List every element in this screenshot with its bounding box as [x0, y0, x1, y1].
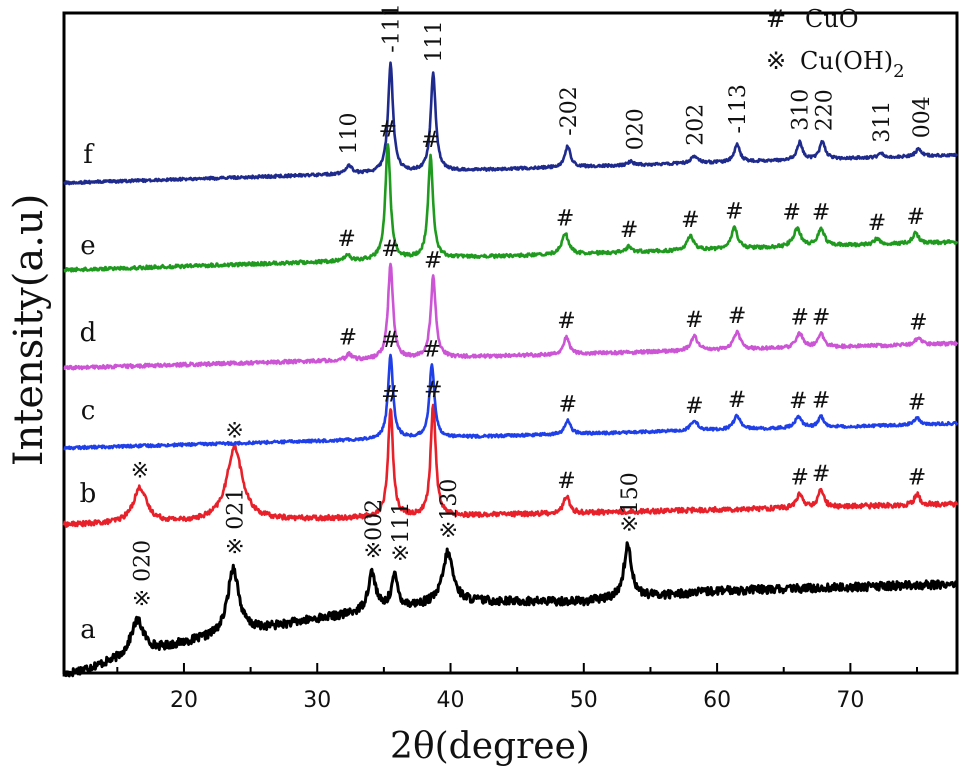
peak-annotation: ※ [225, 418, 243, 443]
x-tick-label: 60 [703, 688, 731, 713]
peak-annotation: 310 [789, 89, 814, 131]
series-d-line [63, 262, 959, 371]
peak-annotation: # [379, 117, 397, 142]
peak-annotation: # [728, 388, 746, 413]
peak-annotation: ※150 [618, 472, 643, 532]
peak-annotation: # [728, 304, 746, 329]
peak-annotation: ※130 [437, 479, 462, 539]
legend-label-cuo: CuO [805, 5, 859, 33]
legend: # CuO ※ Cu(OH)2 [766, 5, 905, 82]
series-e-line [63, 143, 959, 273]
x-axis-ticks: 20 30 40 50 60 70 [116, 663, 919, 713]
series-b-line [62, 403, 959, 528]
peak-annotation: # [424, 378, 442, 403]
x-axis-title: 2θ(degree) [390, 726, 590, 767]
peak-annotation: ※002 [362, 499, 387, 559]
peak-annotation: # [620, 218, 638, 243]
peak-annotation: # [685, 394, 703, 419]
peak-annotation: ※ [131, 459, 149, 484]
peak-annotation: # [908, 466, 926, 491]
curve-label-c: c [81, 396, 96, 426]
peak-annotation: # [790, 305, 808, 330]
curve-label-b: b [80, 479, 97, 509]
peak-annotation: # [381, 237, 399, 262]
peak-annotation: # [789, 389, 807, 414]
peak-annotation: # [790, 466, 808, 491]
peak-annotation: 110 [337, 113, 362, 155]
legend-symbol-cuo: # [766, 5, 786, 33]
peak-annotation: # [424, 248, 442, 273]
peak-annotation: # [812, 389, 830, 414]
annotation-layer: ※ 020※ 021 ※002 ※111 ※130 ※150※※# ## # # ## ## # # #… [130, 3, 935, 607]
peak-annotation: # [908, 390, 926, 415]
peak-annotation: # [812, 305, 830, 330]
y-axis-title: Intensity(a.u) [6, 194, 52, 467]
legend-label-cuoh2-base: Cu(OH) [800, 47, 893, 75]
curve-label-layer: a b c d e f [80, 140, 97, 645]
peak-annotation: # [685, 308, 703, 333]
peak-annotation: # [557, 309, 575, 334]
peak-annotation: 220 [813, 89, 838, 131]
curve-label-d: d [80, 318, 97, 348]
peak-annotation: -113 [726, 84, 751, 133]
peak-annotation: # [421, 128, 439, 153]
x-tick-label: 20 [170, 688, 198, 713]
peak-annotation: 202 [683, 104, 708, 146]
peak-annotation: # [812, 462, 830, 487]
series-layer [62, 61, 959, 678]
x-tick-label: 30 [303, 688, 331, 713]
peak-annotation: # [557, 469, 575, 494]
peak-annotation: 020 [624, 108, 649, 150]
peak-annotation: -202 [557, 86, 582, 135]
series-f-line [63, 61, 959, 186]
peak-annotation: ※111 [389, 502, 414, 562]
x-tick-label: 70 [836, 688, 864, 713]
peak-annotation: # [556, 207, 574, 232]
peak-annotation: 004 [910, 96, 935, 138]
peak-annotation: # [423, 337, 441, 362]
peak-annotation: # [906, 205, 924, 230]
peak-annotation: 111 [422, 21, 447, 63]
peak-annotation: # [725, 200, 743, 225]
peak-annotation: # [381, 382, 399, 407]
peak-annotation: # [339, 325, 357, 350]
peak-annotation: # [381, 328, 399, 353]
x-tick-label: 40 [437, 688, 465, 713]
peak-annotation: # [559, 392, 577, 417]
series-a-line [62, 541, 959, 678]
peak-annotation: ※ 020 [130, 540, 155, 607]
peak-annotation: ※ 021 [224, 488, 249, 555]
peak-annotation: # [337, 227, 355, 252]
curve-label-f: f [83, 140, 95, 170]
curve-label-e: e [80, 231, 95, 261]
peak-annotation: # [812, 201, 830, 226]
peak-annotation: # [681, 208, 699, 233]
peak-annotation: 311 [870, 101, 895, 143]
peak-annotation: # [909, 311, 927, 336]
series-c-line [63, 353, 959, 451]
peak-annotation: -111 [380, 3, 405, 52]
legend-label-cuoh2: Cu(OH)2 [800, 47, 905, 82]
legend-symbol-cuoh2: ※ [766, 47, 786, 75]
curve-label-a: a [80, 615, 96, 645]
peak-annotation: # [868, 211, 886, 236]
legend-label-cuoh2-subscript: 2 [893, 61, 904, 82]
x-tick-label: 50 [570, 688, 598, 713]
peak-annotation: # [782, 201, 800, 226]
